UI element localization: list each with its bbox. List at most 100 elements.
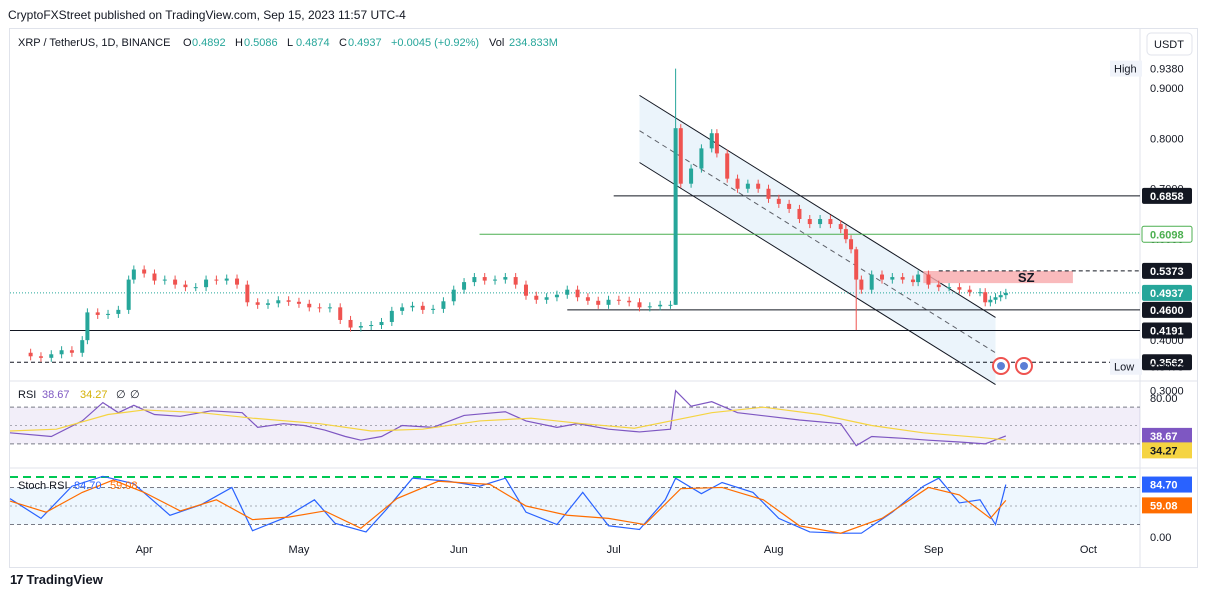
candle-body[interactable] <box>828 219 833 225</box>
candle-body[interactable] <box>358 326 363 328</box>
candle-body[interactable] <box>880 274 885 280</box>
candle-body[interactable] <box>69 350 74 353</box>
candle-body[interactable] <box>988 299 993 303</box>
candle-body[interactable] <box>544 297 549 300</box>
tradingview-footer[interactable]: 17 TradingView <box>10 572 103 587</box>
candle-body[interactable] <box>327 307 332 309</box>
candle-body[interactable] <box>462 282 467 290</box>
candle-body[interactable] <box>276 300 281 304</box>
candle-body[interactable] <box>523 284 528 296</box>
currency-button[interactable]: USDT <box>1146 32 1193 56</box>
candle-body[interactable] <box>493 279 498 281</box>
candle-body[interactable] <box>224 278 229 281</box>
candle-body[interactable] <box>307 303 312 308</box>
candle-body[interactable] <box>183 284 188 288</box>
candle-body[interactable] <box>296 301 301 304</box>
candle-body[interactable] <box>926 274 931 285</box>
candle-body[interactable] <box>936 284 941 288</box>
candle-body[interactable] <box>193 287 198 289</box>
candle-body[interactable] <box>606 299 611 305</box>
candle-body[interactable] <box>235 278 240 285</box>
candle-body[interactable] <box>410 305 415 308</box>
candle-body[interactable] <box>668 304 673 306</box>
candle-body[interactable] <box>400 307 405 311</box>
candle-body[interactable] <box>807 219 812 225</box>
stoch-series-1[interactable] <box>9 479 1007 534</box>
candle-body[interactable] <box>286 300 291 302</box>
candle-body[interactable] <box>900 277 905 280</box>
candle-body[interactable] <box>317 307 322 309</box>
candle-body[interactable] <box>420 305 425 310</box>
channel-lower-line[interactable] <box>639 162 996 385</box>
candle-body[interactable] <box>766 188 771 199</box>
candle-body[interactable] <box>85 312 90 341</box>
candle-body[interactable] <box>890 277 895 280</box>
candle-body[interactable] <box>627 300 632 303</box>
candle-body[interactable] <box>162 279 167 281</box>
currency-label[interactable]: USDT <box>1154 39 1184 51</box>
candle-body[interactable] <box>534 295 539 300</box>
rsi-series-0[interactable] <box>9 389 1007 447</box>
candle-body[interactable] <box>389 310 394 322</box>
candle-body[interactable] <box>735 178 740 189</box>
candle-body[interactable] <box>441 301 446 309</box>
channel-middle-line[interactable] <box>639 130 996 354</box>
candle-body[interactable] <box>265 303 270 305</box>
candle-body[interactable] <box>255 302 260 305</box>
candle-body[interactable] <box>152 273 157 281</box>
candle-body[interactable] <box>116 309 121 314</box>
candle-body[interactable] <box>482 277 487 281</box>
candle-body[interactable] <box>142 269 147 274</box>
candle-body[interactable] <box>472 277 477 283</box>
candle-body[interactable] <box>503 277 508 280</box>
candle-body[interactable] <box>983 292 988 303</box>
candle-body[interactable] <box>369 325 374 327</box>
candle-body[interactable] <box>431 308 436 310</box>
candle-body[interactable] <box>993 297 998 300</box>
candle-body[interactable] <box>637 302 642 308</box>
supply-zone[interactable] <box>923 271 1073 284</box>
candle-body[interactable] <box>565 289 570 295</box>
candle-body[interactable] <box>776 198 781 204</box>
candle-body[interactable] <box>59 350 64 355</box>
candle-body[interactable] <box>745 183 750 189</box>
candle-body[interactable] <box>849 239 854 250</box>
candle-body[interactable] <box>49 354 54 358</box>
candle-body[interactable] <box>451 289 456 302</box>
candle-body[interactable] <box>787 203 792 209</box>
candle-body[interactable] <box>173 279 178 285</box>
candle-body[interactable] <box>95 312 100 315</box>
candle-body[interactable] <box>854 249 859 280</box>
channel-upper-line[interactable] <box>639 94 996 318</box>
candle-body[interactable] <box>647 306 652 308</box>
candle-body[interactable] <box>554 294 559 298</box>
candle-body[interactable] <box>843 229 848 240</box>
candle-body[interactable] <box>658 304 663 307</box>
candle-body[interactable] <box>214 279 219 281</box>
candle-body[interactable] <box>838 224 843 230</box>
candle-body[interactable] <box>379 321 384 326</box>
candle-body[interactable] <box>699 148 704 169</box>
candle-body[interactable] <box>126 279 131 310</box>
candle-body[interactable] <box>756 183 761 189</box>
candle-body[interactable] <box>947 287 952 289</box>
candle-body[interactable] <box>616 299 621 301</box>
candle-body[interactable] <box>106 313 111 315</box>
candle-body[interactable] <box>1003 292 1008 296</box>
candle-body[interactable] <box>204 279 209 288</box>
candle-body[interactable] <box>725 153 730 179</box>
candle-body[interactable] <box>80 340 85 353</box>
candle-body[interactable] <box>916 274 921 283</box>
candle-body[interactable] <box>689 168 694 184</box>
candle-body[interactable] <box>338 307 343 320</box>
candle-body[interactable] <box>978 292 983 294</box>
candle-body[interactable] <box>714 133 719 154</box>
stoch-series-0[interactable] <box>9 475 1007 534</box>
rsi-series-1[interactable] <box>9 406 1006 441</box>
candle-body[interactable] <box>957 287 962 290</box>
candle-body[interactable] <box>28 352 33 357</box>
candle-body[interactable] <box>38 356 43 358</box>
candle-body[interactable] <box>245 284 250 303</box>
candle-body[interactable] <box>998 295 1003 298</box>
candle-body[interactable] <box>596 300 601 305</box>
